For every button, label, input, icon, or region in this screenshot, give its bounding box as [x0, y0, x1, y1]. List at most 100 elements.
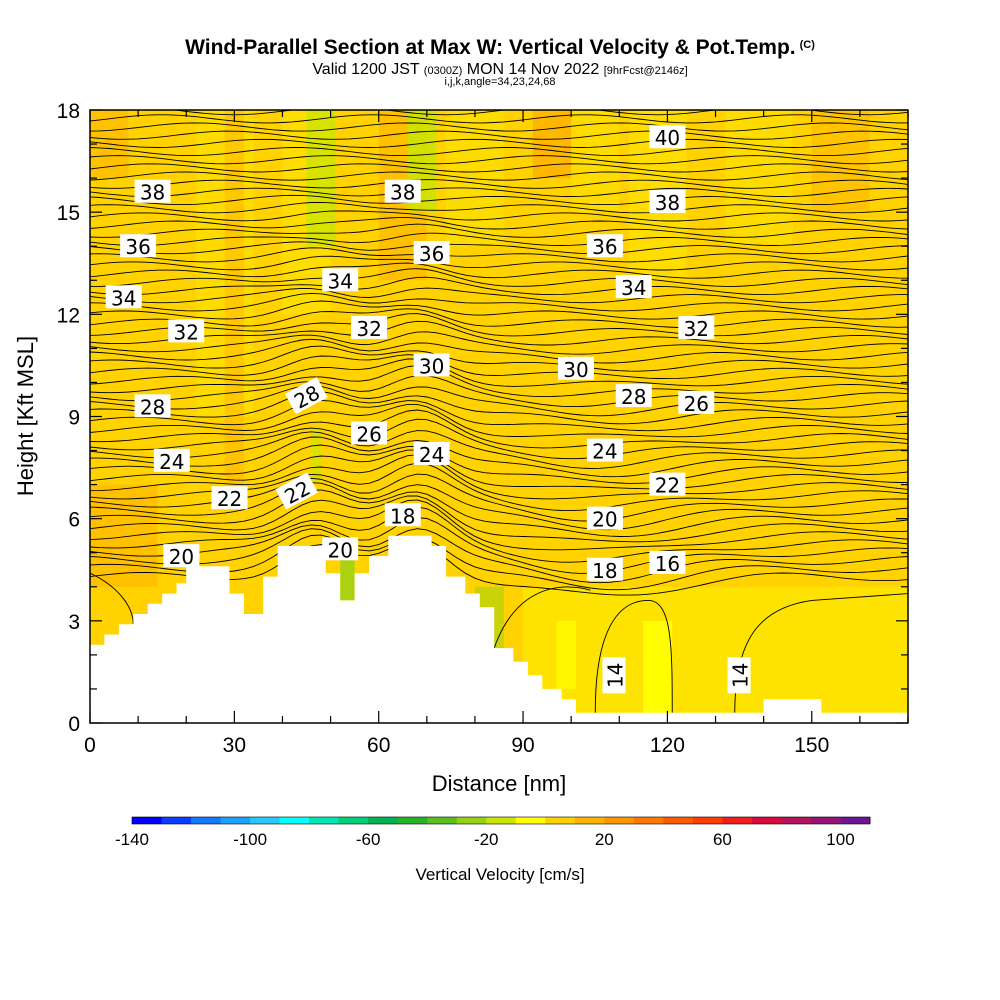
contour-label-38: 38 — [384, 179, 421, 205]
theta-contour-line — [90, 436, 908, 478]
contour-label-text: 38 — [140, 181, 165, 205]
contour-label-text: 32 — [174, 320, 199, 344]
contour-label-box — [727, 657, 751, 694]
contour-label-box — [649, 125, 686, 149]
theta-contour-line — [90, 179, 908, 189]
contour-label-text: 28 — [621, 385, 646, 409]
contour-label-26: 26 — [678, 390, 715, 416]
contour-label-box — [351, 315, 388, 339]
colorbar-swatch — [161, 817, 192, 824]
contour-label-box — [351, 421, 388, 445]
theta-contour-line — [90, 217, 908, 230]
contour-label-box — [211, 486, 248, 510]
theta-contour-line — [90, 241, 908, 255]
colorbar-tick-label: -60 — [356, 830, 381, 849]
theta-contour-line — [90, 430, 908, 469]
contour-label-text: 34 — [327, 269, 352, 293]
contour-label-box — [413, 353, 450, 377]
field-streak — [224, 110, 244, 485]
colorbar-swatch — [781, 817, 812, 824]
contour-label-text: 20 — [327, 538, 352, 562]
colorbar-swatch — [604, 817, 635, 824]
theta-contour-line — [493, 586, 591, 649]
contour-label-text: 22 — [217, 487, 242, 511]
field-streak — [90, 484, 158, 587]
theta-contour-line — [90, 403, 908, 438]
theta-contour-line — [90, 572, 134, 625]
theta-contour-line — [90, 114, 908, 124]
contour-label-box — [413, 241, 450, 265]
chart-indices: i,j,k,angle=34,23,24,68 — [444, 76, 556, 88]
contour-label-box — [586, 438, 623, 462]
theta-contour-line — [90, 163, 908, 173]
contour-label-40: 40 — [649, 125, 686, 150]
contour-label-text: 28 — [140, 395, 165, 419]
y-tick-label: 6 — [68, 509, 80, 532]
contour-label-20: 20 — [586, 506, 623, 532]
theta-contour-line — [90, 276, 908, 296]
contour-label-box — [649, 189, 686, 213]
colorbar-tick-label: -140 — [115, 830, 149, 849]
theta-contour-line — [90, 495, 908, 543]
theta-contour-line — [90, 287, 908, 304]
theta-contour-line — [90, 187, 908, 197]
theta-contour-line — [90, 268, 908, 287]
theta-contour-line — [90, 399, 908, 432]
theta-contour-line — [90, 292, 908, 312]
colorbar: -140 -100 -60 -20 20 60 100 — [115, 816, 871, 849]
contour-label-text: 38 — [390, 181, 415, 205]
x-tick-label: 30 — [223, 734, 246, 757]
x-axis-title: Distance [nm] — [432, 771, 567, 796]
y-tick-label: 12 — [57, 304, 80, 327]
theta-contour-line — [90, 489, 908, 537]
y-axis-title: Height [Kft MSL] — [13, 336, 38, 496]
contour-label-text: 36 — [592, 235, 617, 259]
contour-label-text: 20 — [169, 545, 194, 569]
contour-label-text: 26 — [684, 392, 709, 416]
field-streak — [532, 110, 572, 179]
theta-contour-line — [90, 482, 908, 531]
y-tick-label: 18 — [57, 100, 80, 123]
theta-contour-line — [90, 506, 908, 563]
contour-label-text: 32 — [356, 317, 381, 341]
contour-label-18: 18 — [586, 557, 623, 583]
contour-label-36: 36 — [120, 234, 157, 259]
contour-label-box — [586, 557, 623, 581]
terrain — [90, 535, 908, 723]
contour-label-22: 22 — [649, 472, 686, 498]
colorbar-swatch — [486, 817, 517, 824]
valid-utc: (0300Z) — [423, 65, 463, 77]
colorbar-swatch — [250, 817, 281, 824]
contour-label-34: 34 — [105, 285, 142, 310]
field-streak — [643, 620, 673, 723]
theta-contour-line — [90, 122, 908, 132]
valid-date: MON 14 Nov 2022 — [462, 61, 604, 78]
contour-label-18: 18 — [384, 503, 421, 528]
theta-contour-line — [90, 171, 908, 181]
contour-label-box — [615, 275, 652, 299]
contour-label-38: 38 — [134, 179, 171, 205]
contour-label-text: 14 — [603, 663, 627, 688]
contour-label-text: 18 — [390, 504, 415, 528]
valid-time: Valid 1200 JST — [312, 61, 424, 78]
contour-label-text: 20 — [592, 508, 617, 532]
contour-label-26: 26 — [351, 421, 388, 447]
forecast-info: [9hrFcst@2146z] — [603, 65, 688, 77]
contour-label-text: 38 — [655, 191, 680, 215]
contour-label-22: 22 — [211, 486, 248, 511]
contour-label-box — [163, 544, 200, 568]
contour-label-20: 20 — [163, 544, 200, 569]
contour-label-text: 36 — [125, 235, 150, 259]
field-streak — [556, 620, 576, 689]
contour-label-text: 30 — [419, 354, 444, 378]
theta-contour-line — [594, 599, 673, 713]
contour-label-box — [384, 179, 421, 203]
colorbar-tick-label: 60 — [713, 830, 732, 849]
contour-label-38: 38 — [649, 189, 686, 215]
field-streak — [725, 110, 793, 247]
theta-contour-line — [90, 308, 908, 328]
contour-label-box — [322, 537, 359, 561]
